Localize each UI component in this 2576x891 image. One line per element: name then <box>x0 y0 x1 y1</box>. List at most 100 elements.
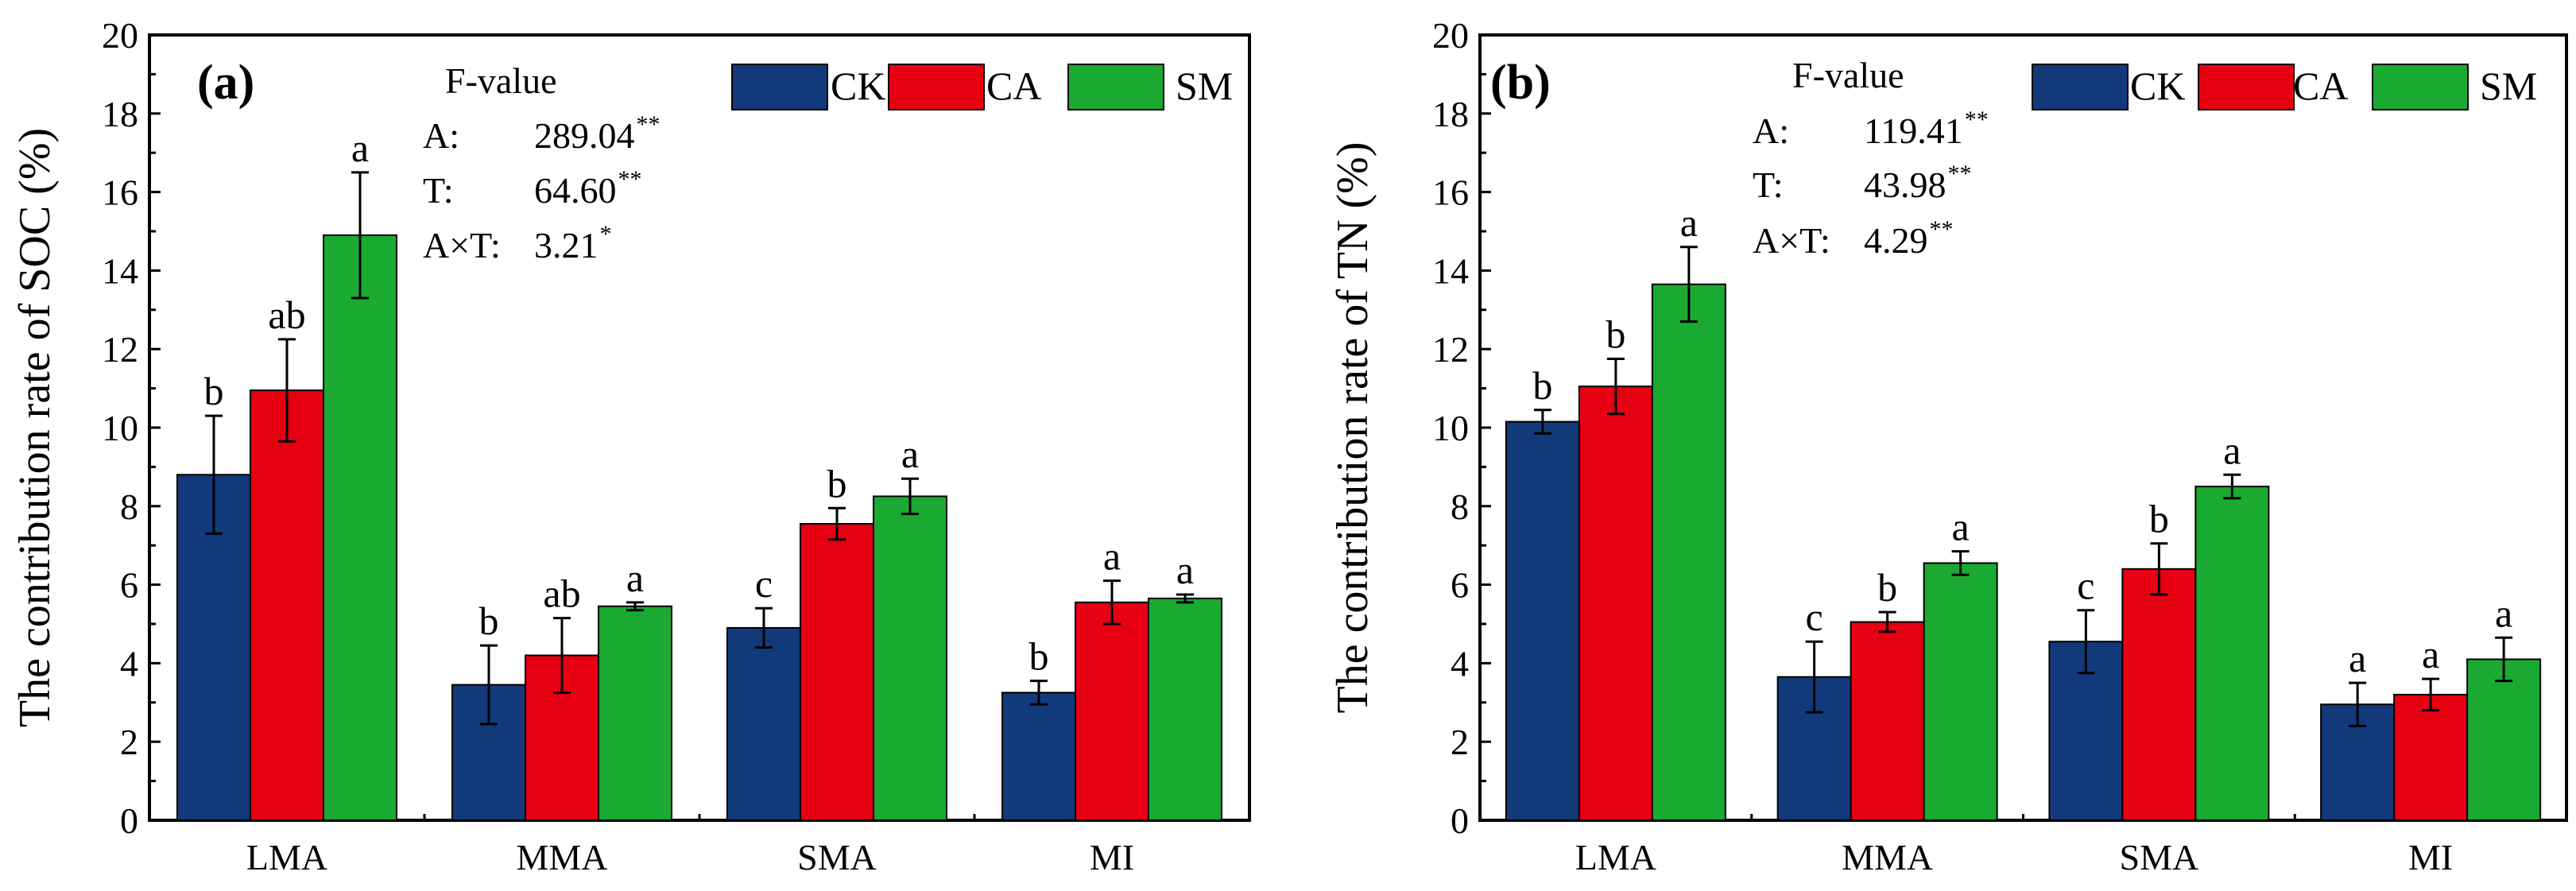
bar-ck <box>1776 676 1852 821</box>
significance-letter: a <box>2495 591 2512 635</box>
f-value-number: 289.04 <box>534 115 635 156</box>
bar-sm <box>873 495 947 821</box>
x-tick-label: SMA <box>2120 837 2199 877</box>
bar-ca <box>250 389 324 821</box>
bar-sm <box>2466 658 2542 822</box>
y-tick-label: 16 <box>1432 172 1469 213</box>
y-axis-title: The contribution rate of TN (%) <box>1328 142 1377 714</box>
significance-letter: a <box>2223 428 2241 472</box>
y-tick-label: 0 <box>120 800 138 841</box>
y-tick-label: 8 <box>120 486 138 527</box>
significance-letter: a <box>351 126 369 170</box>
significance-letter: c <box>2077 564 2094 608</box>
f-value-title: F-value <box>1792 55 1904 95</box>
bar-ck <box>1505 420 1580 822</box>
y-tick-label: 0 <box>1451 800 1469 841</box>
chart-panel-b: 0 2 4 6 8 10 12 14 16 18 20 The contribution rate o… <box>1328 15 2568 877</box>
significance-letter: b <box>204 369 224 413</box>
significance-letter: a <box>901 432 919 476</box>
y-tick-label: 10 <box>1432 408 1469 448</box>
bar-ca <box>800 523 874 822</box>
f-value-number: 119.41 <box>1864 110 1963 151</box>
significance-letter: a <box>1952 505 1970 549</box>
chart-panel-a: 0 2 4 6 8 10 12 14 16 18 20 The contribution rate o… <box>10 15 1251 877</box>
significance-letter: b <box>479 599 499 643</box>
f-value-significance: ** <box>618 166 642 192</box>
x-tick-label: MMA <box>516 837 607 877</box>
y-tick-label: 2 <box>120 722 138 762</box>
f-value-title: F-value <box>445 60 557 101</box>
bar-ck <box>726 626 801 821</box>
f-value-number: 43.98 <box>1864 165 1947 205</box>
legend-label-ck: CK <box>831 64 885 108</box>
bar-sm <box>323 234 397 821</box>
significance-letter: b <box>1029 634 1049 679</box>
legend-label-sm: SM <box>2480 64 2537 108</box>
panel-label: (a) <box>197 56 254 110</box>
f-value-significance: ** <box>1965 107 1989 133</box>
y-tick-label: 20 <box>102 15 138 56</box>
legend-swatch-sm <box>2372 64 2469 110</box>
legend-swatch-ck <box>731 64 828 110</box>
legend-swatch-ca <box>888 64 985 110</box>
significance-letter: b <box>827 461 847 506</box>
legend-label-sm: SM <box>1176 64 1233 108</box>
bar-ca <box>1075 601 1149 822</box>
y-tick-label: 20 <box>1432 15 1469 56</box>
bar-ca <box>1578 385 1653 821</box>
x-tick-label: LMA <box>246 837 327 877</box>
legend-label-ca: CA <box>2293 64 2348 108</box>
y-tick-label: 6 <box>1451 565 1469 606</box>
legend-label-ck: CK <box>2130 64 2185 108</box>
y-tick-label: 4 <box>120 643 138 684</box>
significance-letter: c <box>1806 595 1823 639</box>
y-tick-label: 14 <box>1432 250 1469 291</box>
x-tick-label: MI <box>2408 837 2453 877</box>
bar-ck <box>1001 691 1076 822</box>
f-value-significance: ** <box>1930 216 1954 242</box>
significance-letter: a <box>2422 632 2439 676</box>
significance-letter: b <box>1532 363 1552 408</box>
bar-ca <box>2121 568 2197 822</box>
bar-sm <box>1148 597 1222 821</box>
f-value-label: T: <box>1753 165 1784 205</box>
f-value-label: T: <box>423 170 454 211</box>
f-value-label: A×T: <box>423 225 501 265</box>
significance-letter: ab <box>543 571 580 616</box>
y-tick-label: 14 <box>102 250 138 291</box>
significance-letter: ab <box>268 292 305 337</box>
significance-letter: b <box>1606 312 1625 357</box>
legend-swatch-sm <box>1067 64 1164 110</box>
y-tick-label: 10 <box>102 408 138 448</box>
bar-ca <box>2393 693 2469 821</box>
f-value-label: A: <box>423 115 459 156</box>
y-tick-label: 12 <box>102 329 138 370</box>
significance-letter: c <box>755 561 773 606</box>
significance-letter: b <box>1877 565 1897 610</box>
y-tick-label: 2 <box>1451 722 1469 762</box>
f-value-label: A: <box>1753 110 1789 151</box>
significance-letter: a <box>626 556 644 600</box>
significance-letter: a <box>1680 200 1698 245</box>
y-tick-label: 6 <box>120 565 138 606</box>
f-value-significance: ** <box>637 111 660 138</box>
y-tick-label: 18 <box>1432 94 1469 134</box>
y-tick-label: 16 <box>102 172 138 213</box>
x-tick-label: MMA <box>1842 837 1933 877</box>
f-value-significance: * <box>600 221 612 247</box>
y-tick-label: 12 <box>1432 329 1469 370</box>
significance-letter: a <box>2349 636 2366 680</box>
f-value-number: 3.21 <box>534 225 598 265</box>
significance-letter: b <box>2149 497 2169 541</box>
significance-letter: a <box>1176 548 1194 592</box>
bar-sm <box>2194 486 2270 821</box>
significance-letter: a <box>1103 534 1121 579</box>
bar-sm <box>1923 562 1998 821</box>
f-value-significance: ** <box>1948 161 1972 187</box>
bar-ca <box>1850 621 1925 822</box>
f-value-number: 64.60 <box>534 170 617 211</box>
legend-label-ca: CA <box>986 64 1041 108</box>
bar-sm <box>1651 283 1726 821</box>
bar-sm <box>598 605 672 822</box>
